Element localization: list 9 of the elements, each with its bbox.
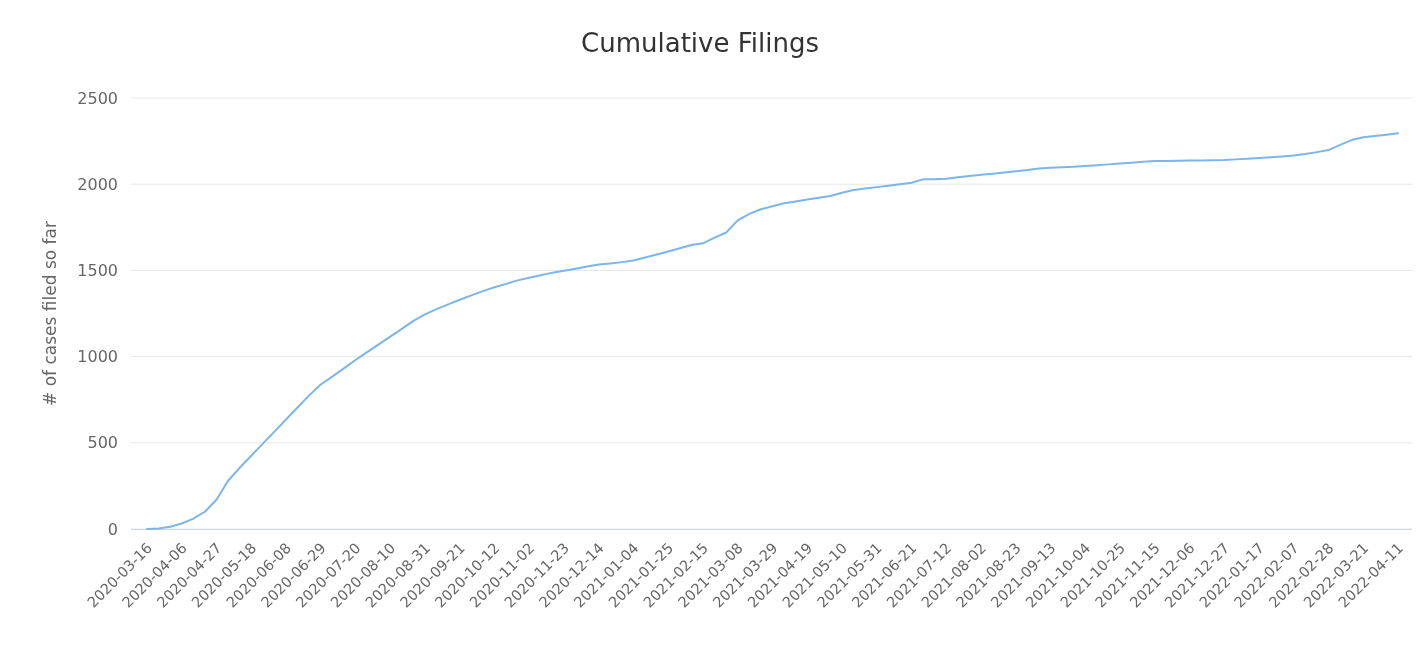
y-tick-label: 0	[107, 519, 118, 539]
line-series	[146, 132, 1399, 530]
y-axis-title: # of cases filed so far	[40, 221, 60, 406]
y-tick-label: 2000	[77, 174, 118, 194]
y-tick-label: 1000	[77, 347, 118, 367]
y-tick-label: 2500	[77, 88, 118, 108]
y-tick-label: 1500	[77, 261, 118, 280]
chart-title: Cumulative Filings	[581, 28, 819, 58]
y-tick-label: 500	[87, 433, 118, 453]
